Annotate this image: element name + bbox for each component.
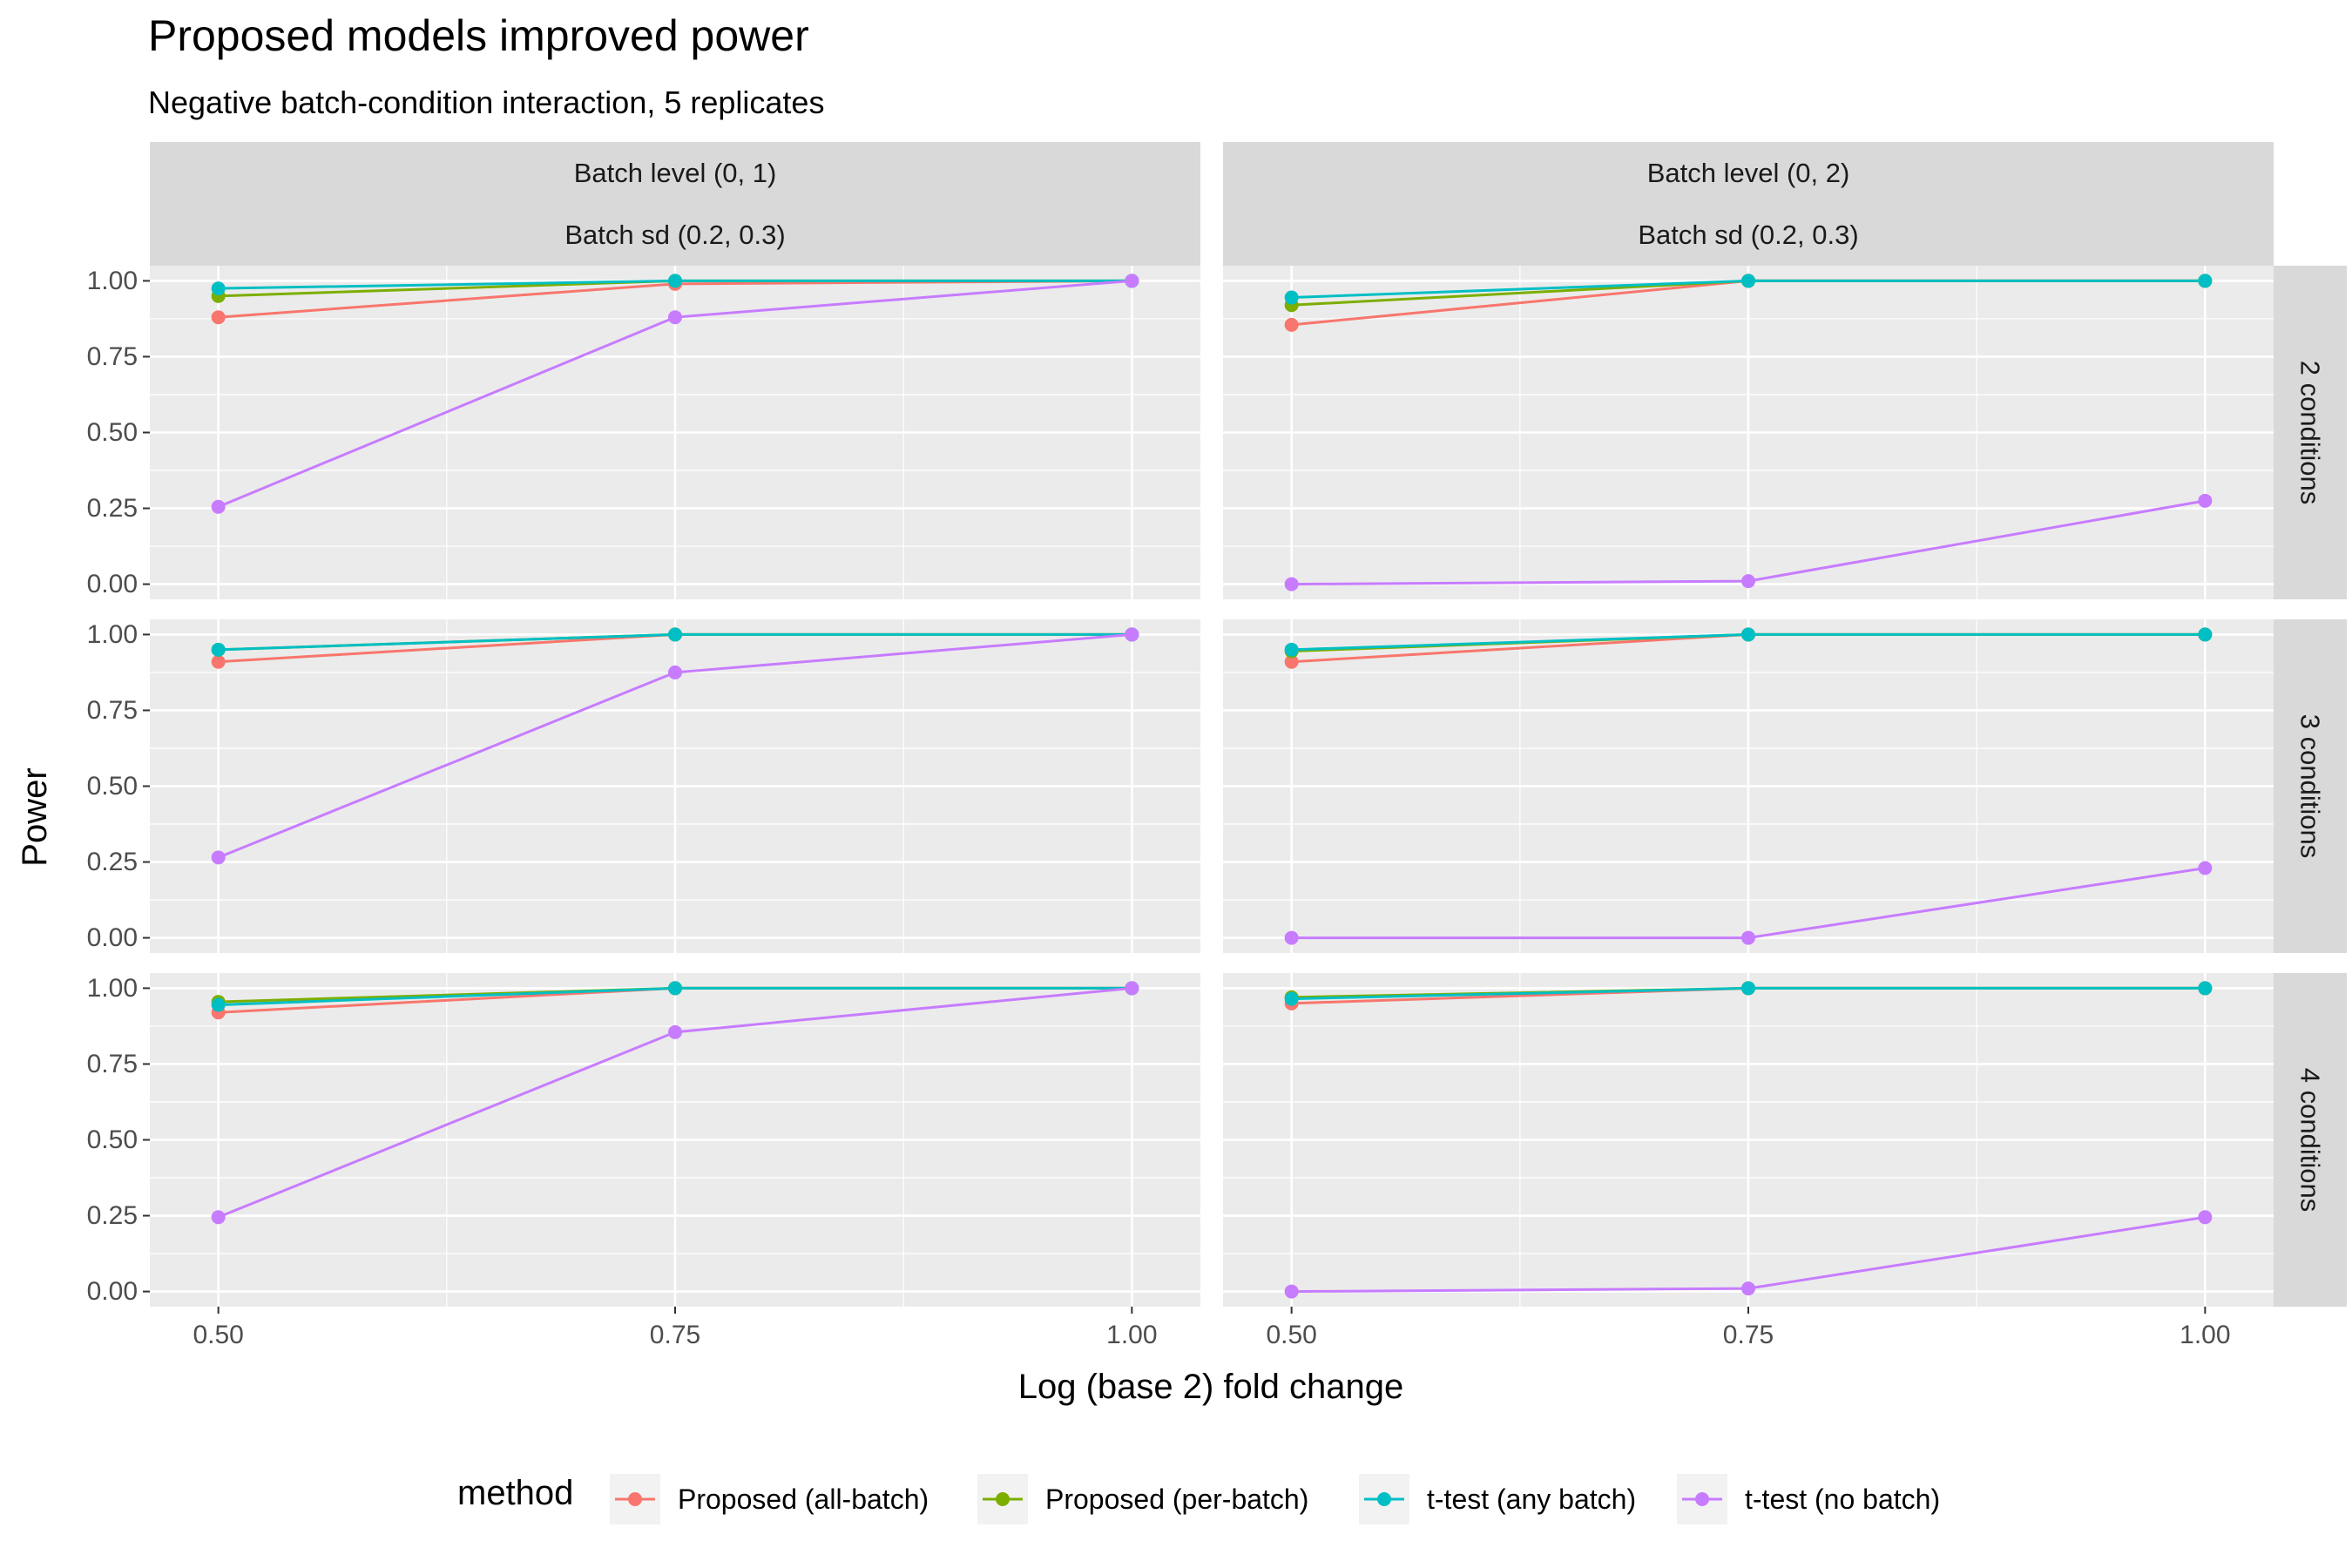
legend-label-t-test-any-batch: t-test (any batch) [1427,1484,1636,1515]
facet-strip-col-1 [150,142,1200,266]
y-tick-label: 1.00 [87,620,138,649]
x-tick-label: 1.00 [1106,1321,1157,1349]
data-point-t-test-any-batch [1284,642,1299,657]
y-tick-label: 0.25 [87,1201,138,1230]
facet-strip-row-3-label: 4 conditions [2295,1068,2326,1212]
legend: method Proposed (all-batch) Proposed (per-… [457,1474,1940,1524]
data-point-t-test-any-batch [1284,290,1299,305]
data-point-t-test-no-batch [1284,577,1299,591]
y-tick-label: 0.75 [87,342,138,371]
legend-label-t-test-no-batch: t-test (no batch) [1745,1484,1940,1515]
data-point-proposed-all-batch [1284,654,1299,669]
data-point-proposed-all-batch [211,654,226,669]
facet-strip-col-2 [1223,142,2274,266]
data-point-t-test-no-batch [668,1024,682,1039]
data-point-t-test-any-batch [1741,981,1755,996]
facet-strip-row-1 [2274,266,2347,599]
legend-key-point-t-test-any-batch [1377,1492,1391,1506]
y-tick-label: 0.50 [87,418,138,447]
x-axis-title: Log (base 2) fold change [1018,1368,1404,1406]
y-axis-title: Power [16,767,54,866]
data-point-t-test-no-batch [211,499,226,514]
panel-r1-c2 [1223,266,2274,599]
data-point-t-test-no-batch [1741,930,1755,945]
facet-strip-row-2 [2274,619,2347,953]
y-tick-label: 1.00 [87,974,138,1003]
legend-label-proposed-per-batch: Proposed (per-batch) [1045,1484,1308,1515]
data-point-t-test-no-batch [668,310,682,325]
legend-title: method [457,1474,573,1512]
data-point-t-test-no-batch [2198,493,2213,508]
axes-layer: 0.00 0.25 0.50 0.75 1.00 0.00 0.25 0.50 0.75 1.00… [87,267,2231,1349]
panel-data-r1-c2 [1284,274,2213,591]
data-point-t-test-no-batch [1741,1281,1755,1296]
facet-strip-col-2-line2: Batch sd (0.2, 0.3) [1638,220,1858,250]
facet-strip-col-1-line2: Batch sd (0.2, 0.3) [564,220,785,250]
data-point-t-test-no-batch [2198,1210,2213,1225]
data-point-t-test-any-batch [211,642,226,657]
y-tick-label: 0.75 [87,696,138,725]
data-point-t-test-any-batch [1284,991,1299,1006]
data-point-t-test-no-batch [1741,574,1755,589]
data-point-t-test-no-batch [1125,627,1139,642]
data-point-t-test-no-batch [1125,274,1139,288]
x-tick-label: 0.50 [193,1321,243,1349]
y-tick-label: 0.50 [87,772,138,801]
y-tick-label: 0.50 [87,1125,138,1154]
facet-strip-col-2-line1: Batch level (0, 2) [1647,158,1850,188]
data-point-proposed-all-batch [1284,317,1299,332]
panel-data-r2-c1 [211,627,1139,865]
y-tick-label: 0.25 [87,494,138,523]
data-point-t-test-no-batch [2198,861,2213,875]
legend-key-point-proposed-all-batch [628,1492,642,1506]
data-point-t-test-any-batch [1741,274,1755,288]
data-point-t-test-any-batch [2198,981,2213,996]
legend-label-proposed-all-batch: Proposed (all-batch) [678,1484,929,1515]
data-point-t-test-any-batch [668,981,682,996]
x-tick-label: 1.00 [2180,1321,2230,1349]
panel-data-r3-c1 [211,981,1139,1225]
facet-strip-row-3 [2274,973,2347,1307]
data-point-t-test-no-batch [211,1210,226,1225]
data-point-t-test-no-batch [668,665,682,679]
y-tick-label: 0.25 [87,848,138,876]
panel-r2-c2 [1223,619,2274,953]
y-tick-label: 0.75 [87,1050,138,1078]
facet-strip-row-1-label: 2 conditions [2295,361,2326,504]
panels-layer: Batch level (0, 1) Batch sd (0.2, 0.3) Bat… [150,142,2347,1307]
data-point-t-test-no-batch [1125,981,1139,996]
data-point-t-test-any-batch [211,281,226,296]
data-point-t-test-no-batch [1284,930,1299,945]
y-tick-label: 0.00 [87,570,138,598]
panel-data-r3-c2 [1284,981,2213,1299]
data-point-t-test-no-batch [1284,1284,1299,1299]
data-point-t-test-any-batch [2198,627,2213,642]
chart-title: Proposed models improved power [148,11,809,60]
chart-subtitle: Negative batch-condition interaction, 5 … [148,84,824,120]
facet-strip-col-1-line1: Batch level (0, 1) [574,158,777,188]
panel-r2-c1 [150,619,1200,953]
data-point-t-test-any-batch [211,997,226,1012]
panel-r3-c2 [1223,973,2274,1307]
x-tick-label: 0.75 [650,1321,700,1349]
data-point-t-test-any-batch [2198,274,2213,288]
data-point-proposed-all-batch [211,310,226,325]
legend-key-point-proposed-per-batch [996,1492,1010,1506]
y-tick-label: 1.00 [87,267,138,295]
y-tick-label: 0.00 [87,923,138,952]
panel-r3-c1 [150,973,1200,1307]
data-point-t-test-no-batch [211,850,226,865]
panel-data-r1-c1 [211,274,1139,514]
data-point-t-test-any-batch [1741,627,1755,642]
legend-key-point-t-test-no-batch [1695,1492,1709,1506]
x-tick-label: 0.50 [1266,1321,1316,1349]
x-tick-label: 0.75 [1723,1321,1774,1349]
panel-data-r2-c2 [1284,627,2213,945]
data-point-t-test-any-batch [668,627,682,642]
data-point-t-test-any-batch [668,274,682,288]
y-tick-label: 0.00 [87,1277,138,1306]
facet-strip-row-2-label: 3 conditions [2295,714,2326,858]
